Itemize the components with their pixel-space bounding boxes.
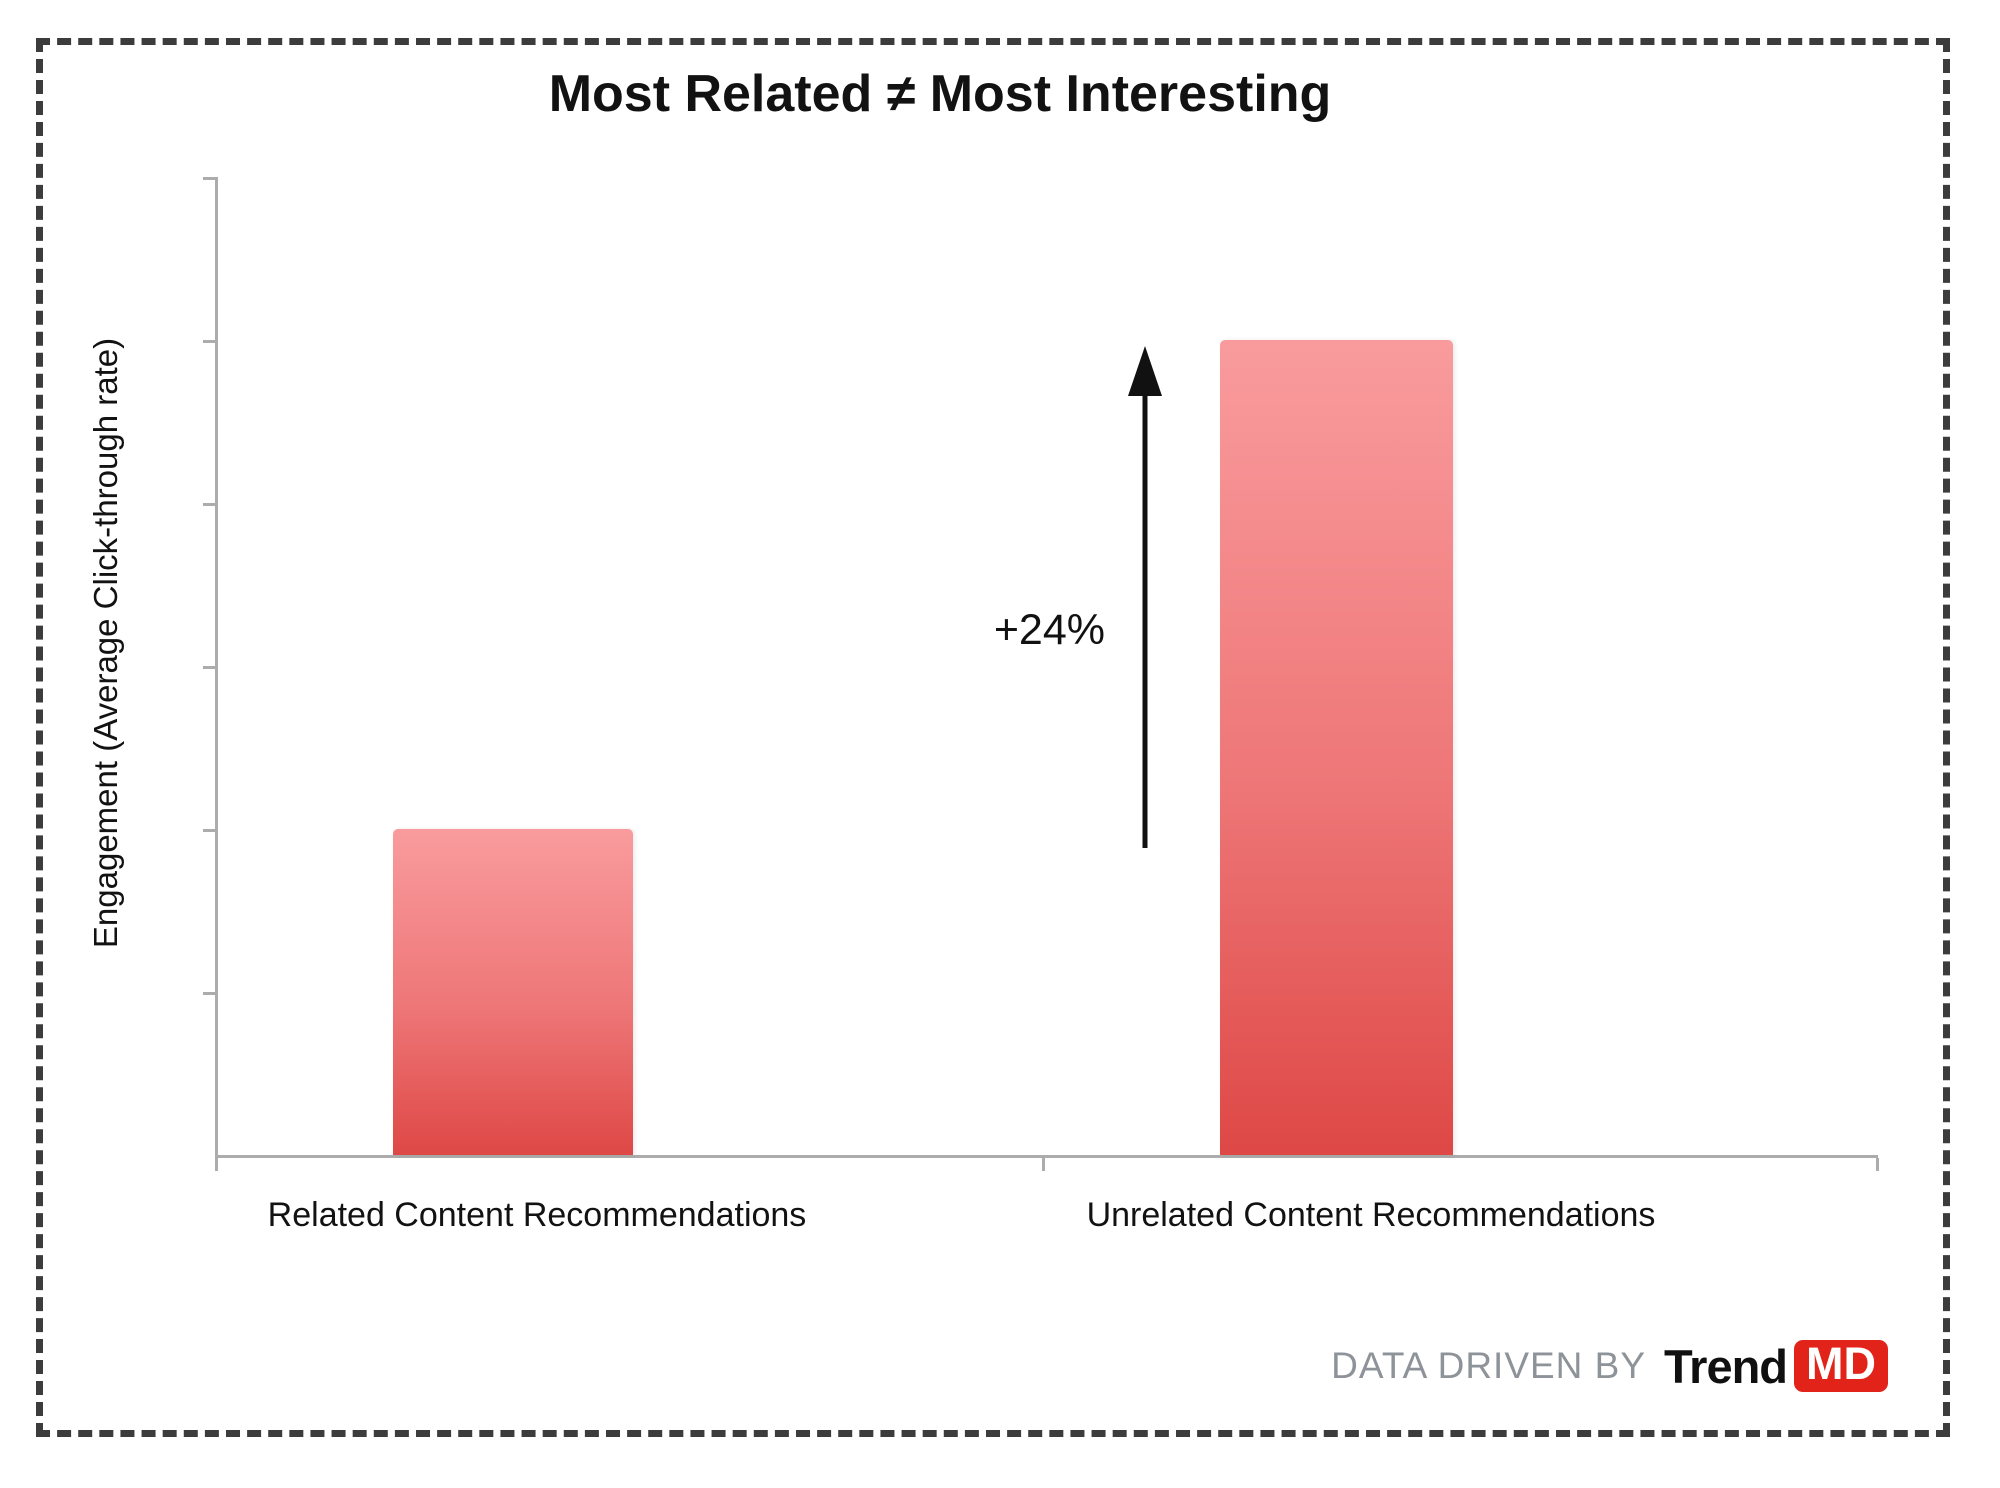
bar-related-content [393, 829, 633, 1155]
y-axis-line [215, 177, 218, 1158]
y-tick-mark [203, 339, 215, 343]
trendmd-logo-badge: MD [1794, 1340, 1888, 1392]
data-credit: DATA DRIVEN BY Trend MD [1331, 1338, 1888, 1394]
category-label-related: Related Content Recommendations [267, 1196, 807, 1234]
y-tick-mark [203, 502, 215, 506]
x-tick-mid [1042, 1158, 1045, 1171]
y-tick-mark [203, 828, 215, 832]
y-tick-mark [203, 992, 215, 995]
y-axis-label: Engagement (Average Click-through rate) [87, 337, 124, 949]
chart-title: Most Related ≠ Most Interesting [548, 65, 1332, 123]
bar-unrelated-content [1220, 340, 1453, 1155]
x-axis-line [215, 1155, 1878, 1158]
credit-prefix-text: DATA DRIVEN BY [1331, 1345, 1647, 1386]
y-ticks [203, 177, 215, 1155]
trendmd-logo-text: Trend [1664, 1339, 1788, 1393]
x-tick-start [215, 1158, 218, 1171]
y-tick-mark [203, 666, 215, 669]
x-tick-end [1876, 1158, 1879, 1171]
plot-area [217, 177, 1876, 1155]
uplift-annotation: +24% [993, 606, 1105, 654]
category-label-unrelated: Unrelated Content Recommendations [1086, 1196, 1656, 1234]
dashed-border-frame [36, 38, 1950, 1437]
up-arrow-icon [1128, 346, 1162, 848]
y-tick-mark [203, 177, 215, 180]
